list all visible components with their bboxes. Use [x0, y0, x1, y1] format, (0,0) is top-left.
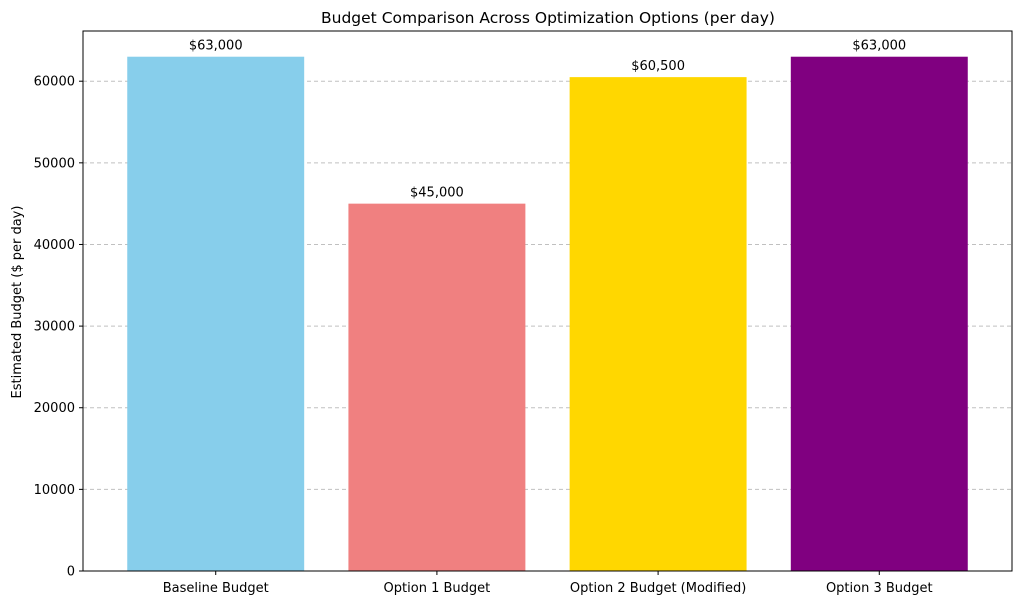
x-tick-label: Option 1 Budget: [384, 581, 491, 596]
x-tick-label: Option 3 Budget: [826, 581, 933, 596]
bar-value-label: $45,000: [410, 186, 464, 201]
bar: [127, 56, 305, 571]
plot-frame: [82, 30, 1013, 572]
chart-title: Budget Comparison Across Optimization Op…: [321, 9, 775, 27]
x-tick-label: Option 2 Budget (Modified): [570, 581, 746, 596]
y-tick-label: 30000: [34, 320, 75, 335]
bar: [569, 77, 747, 572]
bar: [348, 203, 526, 571]
data-labels: $63,000 $45,000 $60,500 $63,000: [189, 39, 906, 201]
y-tick-label: 20000: [34, 401, 75, 416]
x-tick-label: Baseline Budget: [163, 581, 269, 596]
y-tick-label: 0: [67, 565, 75, 580]
y-tick-label: 10000: [34, 483, 75, 498]
bar-value-label: $60,500: [631, 59, 685, 74]
y-tick-label: 40000: [34, 238, 75, 253]
bar-value-label: $63,000: [852, 39, 906, 54]
bar: [790, 56, 968, 571]
axis-ticks: 0 10000 20000 30000 40000 50000 60000 Baseline …: [34, 75, 933, 596]
bar-value-label: $63,000: [189, 39, 243, 54]
bars: [127, 56, 968, 572]
y-axis-title: Estimated Budget ($ per day): [10, 206, 25, 399]
y-tick-label: 60000: [34, 75, 75, 90]
y-tick-label: 50000: [34, 156, 75, 171]
